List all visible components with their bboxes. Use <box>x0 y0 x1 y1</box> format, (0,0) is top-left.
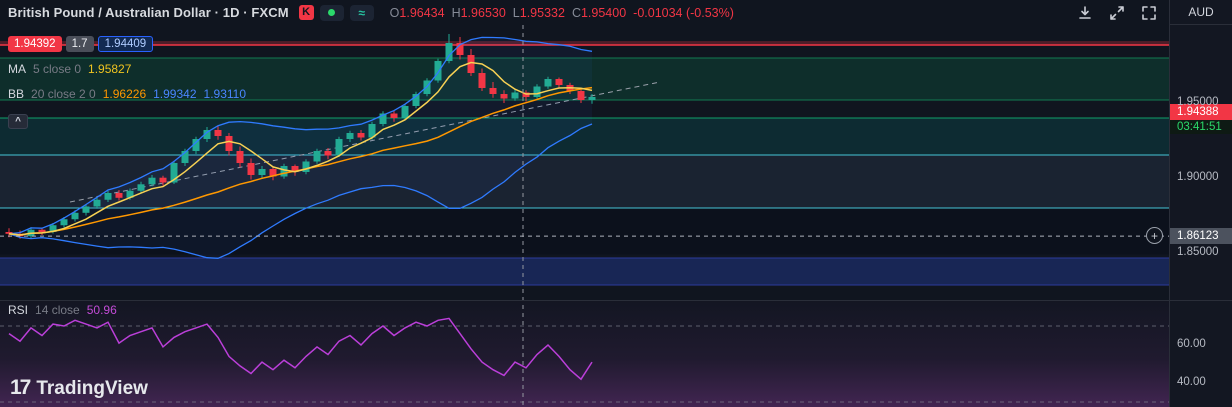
price-tick: 1.90000 <box>1177 171 1219 183</box>
broker-flag-icon[interactable]: K <box>298 5 314 20</box>
candlestick-series <box>5 34 596 239</box>
tradingview-logo[interactable]: 17 TradingView <box>10 376 148 400</box>
crosshair-price-badge: 1.86123 <box>1170 228 1232 245</box>
quantity-badge[interactable]: 1.7 <box>65 36 94 52</box>
fullscreen-button[interactable] <box>1138 2 1160 24</box>
candle-countdown: 03:41:51 <box>1170 120 1232 135</box>
fullscreen-icon <box>1142 5 1156 20</box>
open-value: 1.96434 <box>399 5 445 20</box>
close-value: 1.95400 <box>580 5 627 20</box>
high-label: H <box>451 5 461 20</box>
plus-circle-button[interactable]: + <box>1146 227 1163 245</box>
download-button[interactable] <box>1074 2 1096 24</box>
position-badges: 1.94392 1.7 1.94409 <box>8 36 154 52</box>
open-label: O <box>389 5 400 20</box>
rsi-tick: 60.00 <box>1177 338 1206 350</box>
ma-value: 1.95827 <box>88 62 132 76</box>
last-price-badge: 1.94388 <box>1170 104 1232 121</box>
bb-legend[interactable]: BB 20 close 2 0 1.96226 1.99342 1.93110 <box>8 87 246 101</box>
collapse-pane-button[interactable]: ^ <box>8 114 28 129</box>
price-tick: 1.85000 <box>1177 246 1219 258</box>
high-value: 1.96530 <box>460 5 506 20</box>
rsi-legend[interactable]: RSI 14 close 50.96 <box>8 303 117 317</box>
close-label: C <box>571 5 581 20</box>
market-status-button[interactable] <box>319 4 344 21</box>
buy-price-badge[interactable]: 1.94409 <box>97 36 154 52</box>
rsi-value: 50.96 <box>86 303 117 317</box>
bb-upper-value: 1.99342 <box>153 87 197 101</box>
bb-params: 20 close 2 0 <box>31 87 96 101</box>
tradingview-logo-text: TradingView <box>36 378 148 399</box>
maximize-icon <box>1110 5 1124 20</box>
ohlc-readout: O1.96434 H1.96530 L1.95332 C1.95400 -0.0… <box>390 6 734 20</box>
price-tick: 1.95000 <box>1177 96 1219 108</box>
market-open-dot-icon <box>328 9 336 16</box>
sell-price-badge[interactable]: 1.94392 <box>8 36 62 52</box>
rsi-name: RSI <box>8 303 29 317</box>
price-scale-currency[interactable]: AUD <box>1169 0 1232 25</box>
low-label: L <box>512 5 520 20</box>
rsi-params: 14 close <box>35 303 80 317</box>
low-value: 1.95332 <box>519 5 565 20</box>
rsi-tick: 40.00 <box>1177 376 1206 388</box>
change-value: -0.01034 (-0.53%) <box>633 5 734 20</box>
tradingview-logo-icon: 17 <box>10 376 31 399</box>
header-toolbar <box>1074 0 1160 25</box>
chart-header: British Pound / Australian Dollar · 1D ·… <box>0 0 1162 25</box>
ma-legend[interactable]: MA 5 close 0 1.95827 <box>8 62 131 76</box>
bb-basis-value: 1.96226 <box>102 87 147 101</box>
price-scale[interactable]: 1.94388 03:41:51 1.86123 1.95000 1.90000 1… <box>1169 24 1232 407</box>
ma-params: 5 close 0 <box>33 62 82 76</box>
maximize-button[interactable] <box>1106 2 1128 24</box>
bb-name: BB <box>8 87 25 101</box>
ma-name: MA <box>8 62 26 76</box>
approx-price-icon[interactable]: ≈ <box>349 4 374 21</box>
pane-separator[interactable] <box>0 300 1232 301</box>
symbol-title[interactable]: British Pound / Australian Dollar · 1D ·… <box>8 5 289 20</box>
bb-lower-value: 1.93110 <box>203 87 247 101</box>
download-icon <box>1079 5 1091 19</box>
